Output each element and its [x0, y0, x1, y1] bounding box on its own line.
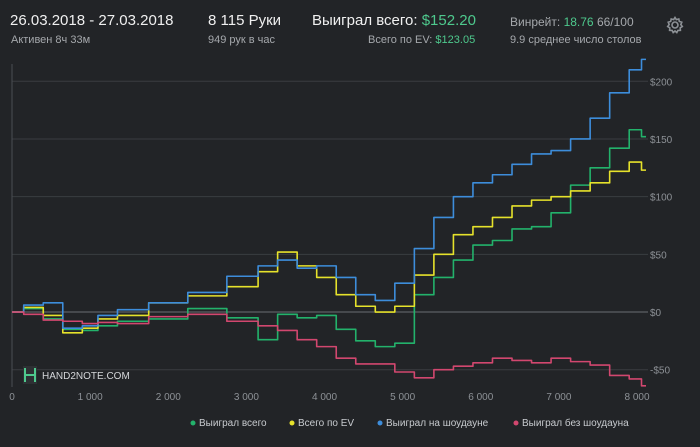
y-tick-label: $0 [650, 308, 662, 319]
chart-legend: Выиграл всего Всего по EV Выиграл на шоуда… [190, 417, 629, 429]
series-line [12, 161, 646, 334]
chart-background [0, 52, 700, 447]
profit-chart: $200 $150 $100 $50 $0 -$50 0 1 000 2 000 3 000 4 … [0, 52, 700, 447]
series-line [12, 311, 646, 387]
y-axis-ticks: $200 $150 $100 $50 $0 -$50 [650, 77, 673, 376]
ev-total: Всего по EV: $123.05 [368, 34, 475, 46]
hands-count: 8 115 Руки [208, 12, 282, 29]
avg-tables: 9.9 среднее число столов [510, 34, 642, 46]
hands-per-hour: 949 рук в час [208, 34, 276, 46]
active-time: Активен 8ч 33м [11, 34, 91, 46]
x-axis-ticks: 0 1 000 2 000 3 000 4 000 5 000 6 000 7 000 8 00… [9, 392, 650, 403]
winrate-label: Винрейт: [510, 15, 561, 29]
won-total-value: $152.20 [421, 12, 476, 29]
x-tick-label: 0 [9, 392, 15, 403]
legend-marker [377, 420, 383, 426]
y-tick-label: $100 [650, 193, 673, 204]
x-tick-label: 7 000 [546, 392, 571, 403]
y-tick-label: $150 [650, 135, 673, 146]
y-tick-label: -$50 [650, 366, 670, 377]
legend-marker [289, 420, 295, 426]
ev-total-label: Всего по EV: [368, 34, 433, 46]
legend-item[interactable]: Выиграл без шоудауна [522, 417, 629, 429]
winrate-value: 18.76 [563, 15, 594, 29]
x-tick-label: 2 000 [156, 392, 181, 403]
y-tick-label: $50 [650, 250, 667, 261]
x-tick-label: 3 000 [234, 392, 259, 403]
hand2note-logo: HAND2NOTE.COM [23, 366, 130, 384]
chart-series [12, 58, 646, 387]
logo-text: HAND2NOTE.COM [42, 371, 130, 382]
ev-total-value: $123.05 [435, 34, 476, 46]
gear-icon[interactable] [664, 14, 686, 36]
legend-marker [190, 420, 196, 426]
x-tick-label: 8 000 [624, 392, 649, 403]
x-tick-label: 6 000 [468, 392, 493, 403]
legend-item[interactable]: Выиграл всего [199, 418, 267, 429]
legend-item[interactable]: Всего по EV [298, 418, 354, 429]
legend-item[interactable]: Выиграл на шоудауне [386, 418, 489, 429]
logo-h-icon [24, 368, 36, 382]
stats-header: 26.03.2018 - 27.03.2018 Активен 8ч 33м 8… [0, 0, 700, 52]
x-tick-label: 5 000 [390, 392, 415, 403]
series-line [12, 128, 646, 348]
won-total: Выиграл всего: $152.20 [312, 12, 476, 29]
series-line [12, 58, 646, 329]
date-range: 26.03.2018 - 27.03.2018 [10, 12, 174, 29]
winrate: Винрейт: 18.76 66/100 [510, 15, 634, 29]
legend-marker [513, 420, 519, 426]
x-tick-label: 4 000 [312, 392, 337, 403]
won-total-label: Выиграл всего: [312, 12, 418, 29]
x-tick-label: 1 000 [78, 392, 103, 403]
y-tick-label: $200 [650, 77, 673, 88]
winrate-per: 66/100 [596, 15, 634, 29]
